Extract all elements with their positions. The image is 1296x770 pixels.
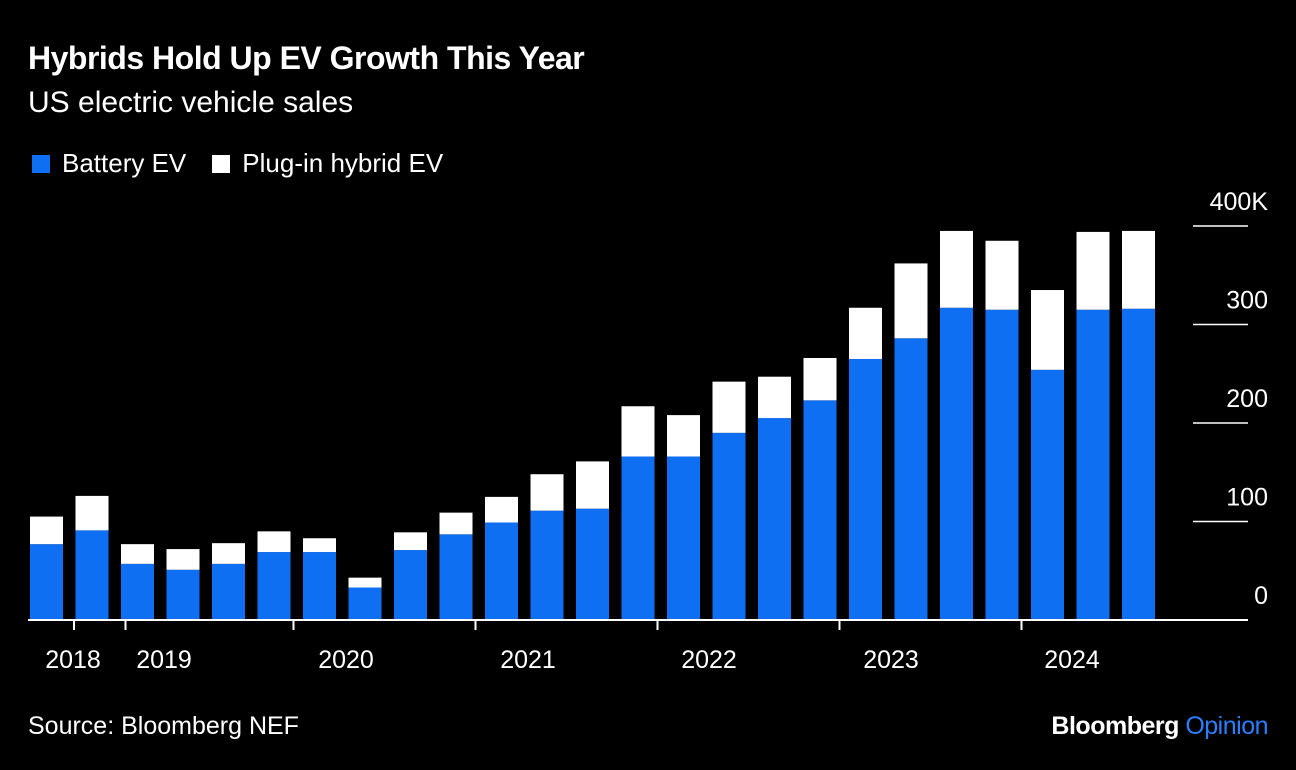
bar-battery-ev [667, 456, 700, 620]
bar-plug-in-hybrid-ev [712, 381, 746, 433]
legend-item-battery-ev: Battery EV [32, 148, 186, 179]
x-tick-label: 2021 [500, 646, 556, 674]
bar-plug-in-hybrid-ev [803, 357, 837, 401]
bar-battery-ev [257, 552, 291, 620]
bar-battery-ev [212, 563, 245, 620]
legend-label-plug-in-hybrid-ev: Plug-in hybrid EV [242, 148, 444, 178]
bar-battery-ev [894, 338, 928, 620]
bar-battery-ev [166, 569, 200, 620]
x-tick-label: 2020 [318, 646, 374, 674]
bar-battery-ev [621, 456, 655, 620]
bar-plug-in-hybrid-ev [1076, 231, 1110, 310]
bar-battery-ev [75, 530, 109, 620]
bar-plug-in-hybrid-ev [621, 406, 655, 457]
bar-battery-ev [803, 400, 837, 620]
y-tick-label: 100 [1226, 484, 1268, 512]
legend-item-plug-in-hybrid-ev: Plug-in hybrid EV [212, 148, 443, 179]
legend-swatch-battery-ev [32, 154, 50, 173]
bar-plug-in-hybrid-ev [576, 461, 609, 509]
x-tick-label: 2018 [45, 646, 101, 674]
bar-battery-ev [849, 358, 882, 620]
brand-name: Bloomberg [1051, 712, 1179, 740]
x-tick-label: 2022 [681, 646, 737, 674]
bar-plug-in-hybrid-ev [758, 376, 791, 419]
y-tick-label: 400K [1210, 188, 1269, 216]
bar-plug-in-hybrid-ev [985, 240, 1019, 310]
bar-battery-ev [30, 544, 63, 620]
bar-plug-in-hybrid-ev [166, 549, 200, 570]
bar-battery-ev [758, 418, 791, 620]
bar-battery-ev [121, 563, 154, 620]
bar-plug-in-hybrid-ev [121, 544, 154, 564]
bar-battery-ev [1122, 308, 1155, 620]
bar-battery-ev [303, 552, 336, 620]
bar-battery-ev [394, 550, 427, 620]
bar-plug-in-hybrid-ev [30, 516, 63, 545]
bar-plug-in-hybrid-ev [1031, 290, 1064, 370]
legend-swatch-plug-in-hybrid-ev [212, 154, 231, 173]
y-tick-label: 0 [1254, 582, 1268, 610]
x-tick-label: 2019 [136, 646, 192, 674]
bar-plug-in-hybrid-ev [348, 577, 382, 588]
bar-battery-ev [485, 522, 518, 620]
x-tick-label: 2024 [1044, 646, 1100, 674]
bar-plug-in-hybrid-ev [439, 512, 473, 535]
bar-battery-ev [348, 587, 382, 620]
bar-plug-in-hybrid-ev [894, 263, 928, 339]
bar-battery-ev [940, 307, 973, 620]
bar-battery-ev [439, 534, 473, 620]
bar-plug-in-hybrid-ev [940, 230, 973, 308]
bar-plug-in-hybrid-ev [212, 543, 245, 564]
chart-title: Hybrids Hold Up EV Growth This Year [28, 40, 585, 76]
bar-battery-ev [712, 432, 746, 620]
legend-label-battery-ev: Battery EV [62, 148, 187, 178]
bar-battery-ev [1031, 369, 1064, 620]
bar-plug-in-hybrid-ev [667, 415, 700, 457]
bar-plug-in-hybrid-ev [530, 474, 564, 511]
brand-logo: Bloomberg Opinion [1051, 712, 1268, 741]
bar-battery-ev [576, 508, 609, 620]
bar-plug-in-hybrid-ev [75, 495, 109, 531]
bar-plug-in-hybrid-ev [1122, 230, 1155, 309]
y-tick-label: 300 [1226, 287, 1268, 315]
bar-plug-in-hybrid-ev [303, 538, 336, 553]
bar-plug-in-hybrid-ev [485, 496, 518, 523]
bar-plug-in-hybrid-ev [849, 307, 882, 359]
source-note: Source: Bloomberg NEF [28, 712, 299, 740]
y-tick-label: 200 [1226, 385, 1268, 413]
bar-plug-in-hybrid-ev [257, 531, 291, 553]
bar-plug-in-hybrid-ev [394, 532, 427, 551]
brand-accent: Opinion [1185, 712, 1268, 740]
bar-battery-ev [1076, 309, 1110, 620]
bar-battery-ev [530, 510, 564, 620]
bar-battery-ev [985, 309, 1019, 620]
chart-subtitle: US electric vehicle sales [28, 86, 354, 119]
x-tick-label: 2023 [863, 646, 919, 674]
legend: Battery EV Plug-in hybrid EV [32, 148, 469, 179]
